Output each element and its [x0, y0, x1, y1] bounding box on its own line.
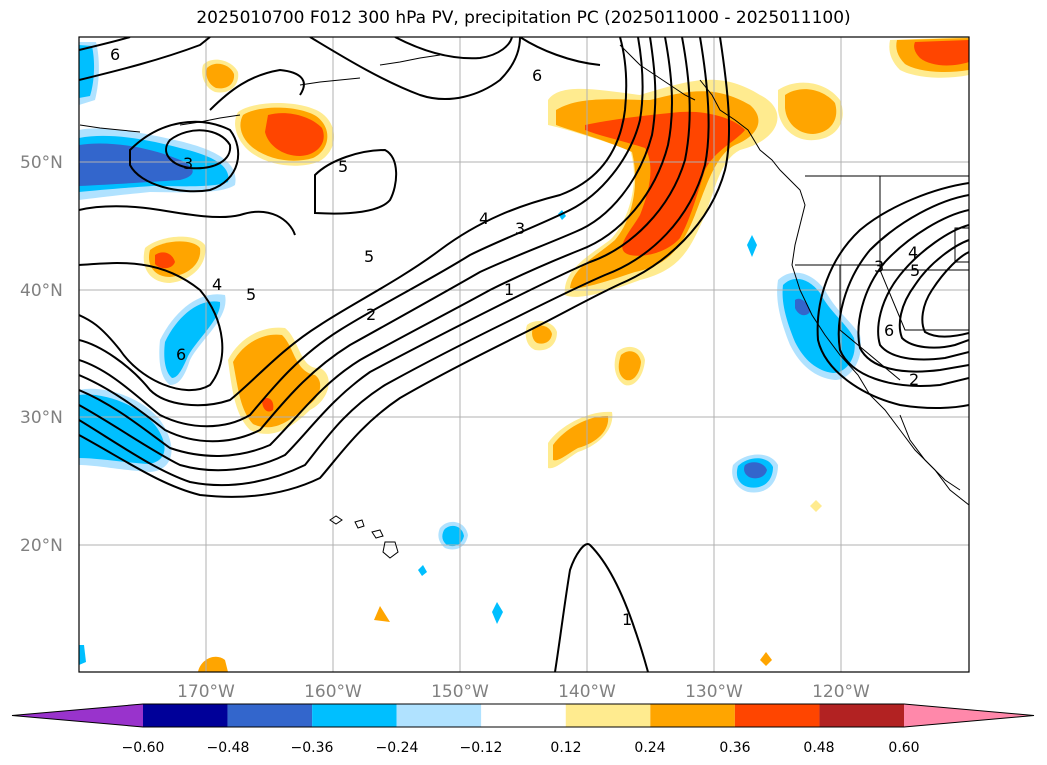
- pv-label: 6: [176, 345, 186, 364]
- pv-label: 4: [908, 243, 918, 262]
- colorbar-tick-label: −0.12: [460, 740, 503, 756]
- colorbar-segment: [143, 704, 228, 727]
- lat-label-40n: 40°N: [20, 281, 63, 301]
- pv-contour-labels: 6 6 3 5 4 3 5 6 4 5 2 1 6 1 3 4 5 2: [110, 45, 920, 629]
- lat-label-30n: 30°N: [20, 408, 63, 428]
- pv-label: 3: [515, 219, 525, 238]
- colorbar-segment: [396, 704, 482, 727]
- colorbar: [11, 703, 1035, 728]
- pv-label: 5: [246, 285, 256, 304]
- pv-label: 1: [622, 610, 632, 629]
- colorbar-segment: [819, 704, 904, 727]
- pv-label: 6: [110, 45, 120, 64]
- pv-label: 2: [366, 305, 376, 324]
- colorbar-tick-label: −0.60: [122, 740, 165, 756]
- lat-label-20n: 20°N: [20, 536, 63, 556]
- colorbar-tick-label: −0.48: [207, 740, 250, 756]
- pv-label: 4: [212, 275, 222, 294]
- colorbar-tick-label: 0.24: [634, 740, 665, 756]
- colorbar-segment: [481, 704, 566, 727]
- colorbar-tick-label: −0.24: [376, 740, 419, 756]
- pv-label: 5: [910, 261, 920, 280]
- colorbar-segment: [650, 704, 735, 727]
- pv-label: 4: [479, 209, 489, 228]
- map-plot-area: 6 6 3 5 4 3 5 6 4 5 2 1 6 1 3 4 5 2: [79, 37, 969, 672]
- lon-label-170w: 170°W: [177, 682, 235, 702]
- lon-label-120w: 120°W: [812, 682, 870, 702]
- colorbar-tick-label: 0.60: [888, 740, 919, 756]
- pv-contours: [79, 37, 969, 672]
- colorbar-segment: [227, 704, 313, 727]
- colorbar-tick-label: −0.36: [291, 740, 334, 756]
- lon-label-160w: 160°W: [304, 682, 362, 702]
- colorbar-extend-low: [12, 704, 143, 727]
- pv-label: 5: [364, 247, 374, 266]
- latitude-labels: 50°N 40°N 30°N 20°N: [20, 153, 63, 556]
- longitude-labels: 170°W 160°W 150°W 140°W 130°W 120°W: [177, 682, 870, 702]
- lon-label-140w: 140°W: [558, 682, 616, 702]
- graticule: [79, 37, 969, 672]
- colorbar-ticks: −0.60 −0.48 −0.36 −0.24 −0.12 0.12 0.24 …: [122, 740, 920, 756]
- colorbar-segment: [734, 704, 820, 727]
- colorbar-extend-high: [904, 704, 1034, 727]
- pv-label: 6: [532, 66, 542, 85]
- pv-label: 3: [183, 154, 193, 173]
- pv-label: 2: [909, 370, 919, 389]
- pv-label: 1: [504, 280, 514, 299]
- colorbar-tick-label: 0.36: [719, 740, 750, 756]
- colorbar-tick-label: 0.48: [803, 740, 834, 756]
- pv-label: 5: [338, 157, 348, 176]
- map-frame: [78, 36, 970, 673]
- lat-label-50n: 50°N: [20, 153, 63, 173]
- map-title: 2025010700 F012 300 hPa PV, precipitatio…: [196, 8, 851, 28]
- lon-label-150w: 150°W: [431, 682, 489, 702]
- lon-label-130w: 130°W: [685, 682, 743, 702]
- colorbar-segment: [312, 704, 397, 727]
- pv-label: 3: [874, 257, 884, 276]
- pv-label: 6: [884, 321, 894, 340]
- precip-positive-shading: [143, 37, 969, 672]
- colorbar-segment: [565, 704, 651, 727]
- colorbar-outline: [11, 703, 1035, 728]
- colorbar-tick-label: 0.12: [550, 740, 581, 756]
